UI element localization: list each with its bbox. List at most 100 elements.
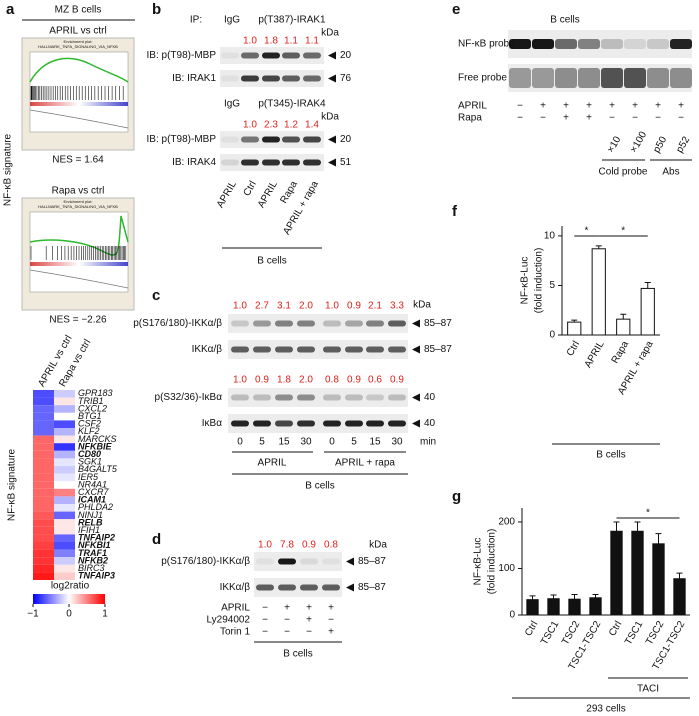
treatment-sign: +: [306, 615, 312, 626]
bar: [589, 597, 602, 616]
gene-label: KLF2: [78, 426, 100, 436]
cell-type: B cells: [283, 649, 312, 660]
heatmap-cell: [33, 572, 54, 580]
y-tick-label: 10: [544, 231, 556, 242]
heatmap-cell: [54, 443, 75, 451]
blot-band: [624, 68, 646, 88]
colorbar-tick-label: 0: [66, 609, 72, 620]
blot-band: [297, 346, 315, 353]
comparison-label: Rapa vs ctrl: [52, 186, 105, 197]
bar: [568, 598, 581, 616]
blot-band: [262, 75, 280, 82]
treatment-sign: −: [284, 627, 290, 638]
blot-band: [231, 346, 249, 353]
blot-band: [555, 68, 577, 88]
y-tick-label: 5: [549, 280, 555, 291]
error-bar: [529, 595, 536, 600]
heatmap-cell: [33, 450, 54, 459]
error-bar: [620, 313, 627, 320]
error-bar: [571, 594, 578, 600]
blot-band: [297, 420, 315, 427]
heatmap-cell: [33, 420, 54, 428]
blot-label: IκBα: [202, 418, 222, 429]
treatment-sign: +: [563, 101, 569, 112]
blot-band: [532, 39, 554, 49]
blot-band: [323, 394, 341, 401]
gene-label: TNFAIP2: [78, 533, 115, 543]
lane-label: Rapa: [278, 179, 300, 206]
group-label: Abs: [662, 167, 679, 178]
blot-band: [275, 420, 293, 427]
heatmap-cell: [54, 420, 75, 428]
blot-band: [345, 420, 363, 427]
blot-band: [275, 346, 293, 353]
time-label: 5: [351, 437, 357, 448]
panel-letter: f: [452, 203, 458, 220]
bar: [547, 598, 560, 616]
blot: [228, 340, 408, 359]
gene-label: TRAF1: [78, 548, 107, 558]
quant-label: 0.9: [302, 540, 316, 551]
heatmap-cell: [33, 542, 54, 550]
probe-label: NF-κB probe: [458, 39, 515, 50]
heatmap-cell: [54, 534, 75, 542]
blot-band: [221, 75, 239, 82]
gene-label: CD80: [78, 449, 101, 459]
bar: [652, 543, 665, 616]
quant-label: 1.4: [305, 120, 319, 131]
treatment-label: APRIL: [458, 101, 487, 112]
blot: [228, 314, 408, 333]
y-tick-label: 0: [509, 610, 515, 621]
heatmap-cell: [54, 557, 75, 565]
blot-label: IB: p(T98)-MBP: [147, 50, 217, 61]
gene-label: CXCR7: [78, 487, 110, 497]
treatment-sign: −: [262, 615, 268, 626]
lane-label: p52: [674, 134, 692, 154]
colorbar: [33, 594, 105, 604]
blot-band: [578, 39, 600, 49]
blot-band: [323, 320, 341, 327]
blot-band: [345, 346, 363, 353]
x-tick-label: APRIL: [583, 339, 607, 370]
treatment-sign: +: [632, 101, 638, 112]
heatmap-cell: [33, 526, 54, 535]
heatmap-cell: [54, 412, 75, 421]
gene-label: NFKBIE: [78, 441, 112, 451]
blot-band: [322, 584, 340, 591]
arrow: [328, 135, 336, 144]
blot-band: [297, 320, 315, 327]
size-label: 20: [340, 134, 352, 145]
blot-band: [262, 136, 280, 143]
panel-letter: a: [6, 1, 15, 18]
y-axis-label: (fold induction): [487, 529, 498, 595]
blot-band: [231, 394, 249, 401]
time-label: 15: [278, 437, 290, 448]
error-bar: [644, 281, 651, 289]
blot-band: [601, 39, 623, 49]
time-label: 30: [300, 437, 312, 448]
arrow: [412, 419, 420, 428]
gsea-title: Enrichment plot:: [64, 199, 93, 204]
blot-band: [647, 39, 669, 49]
blot-band: [282, 136, 300, 143]
gene-label: MARCKS: [78, 434, 117, 444]
treatment-sign: +: [586, 113, 592, 124]
heatmap-cell: [33, 397, 54, 406]
blot-band: [303, 75, 321, 82]
blot-label: p(S176/180)-IKKα/β: [161, 556, 250, 567]
blot-band: [303, 136, 321, 143]
gene-label: BTG1: [78, 411, 102, 421]
lane-label: APRIL: [256, 179, 280, 210]
heatmap-cell: [33, 557, 54, 565]
side-label: NF-κB signature: [3, 133, 14, 206]
blot-band: [366, 420, 384, 427]
treatment-sign: +: [609, 101, 615, 112]
gsea-metric: [29, 269, 129, 289]
treatment-sign: +: [306, 603, 312, 614]
treatment-sign: −: [262, 603, 268, 614]
heatmap-cell: [54, 397, 75, 406]
gsea-title: HALLMARK_TNFA_SIGNALING_VIA_NFKB: [38, 204, 118, 209]
gene-label: TNFAIP3: [78, 571, 115, 581]
blot-band: [282, 52, 300, 59]
time-label: 15: [369, 437, 381, 448]
